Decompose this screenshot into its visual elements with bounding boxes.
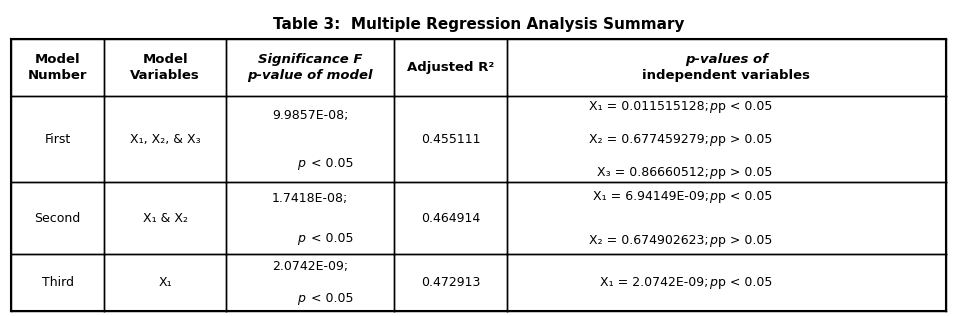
Text: p < 0.05: p < 0.05	[718, 276, 772, 289]
Text: < 0.05: < 0.05	[307, 157, 354, 170]
Text: p < 0.05: p < 0.05	[718, 100, 772, 113]
Text: Model: Model	[143, 53, 188, 66]
Text: p > 0.05: p > 0.05	[718, 234, 772, 246]
Text: 0.464914: 0.464914	[421, 212, 480, 225]
Text: p: p	[709, 190, 717, 203]
Text: X₃ = 0.86660512;: X₃ = 0.86660512;	[597, 166, 717, 179]
Text: p: p	[709, 133, 717, 146]
Text: X₂ = 0.677459279;: X₂ = 0.677459279;	[589, 133, 717, 146]
Text: p: p	[298, 292, 305, 305]
Text: X₂ = 0.674902623;: X₂ = 0.674902623;	[590, 234, 717, 246]
Text: p < 0.05: p < 0.05	[718, 190, 772, 203]
Text: X₁ = 6.94149E-09;: X₁ = 6.94149E-09;	[592, 190, 717, 203]
Text: Variables: Variables	[130, 69, 200, 82]
Text: Table 3:  Multiple Regression Analysis Summary: Table 3: Multiple Regression Analysis Su…	[273, 17, 684, 32]
Text: 0.455111: 0.455111	[421, 133, 480, 146]
Text: Third: Third	[42, 276, 74, 289]
Text: p-value of model: p-value of model	[248, 69, 373, 82]
Text: First: First	[45, 133, 71, 146]
Text: p > 0.05: p > 0.05	[718, 166, 772, 179]
Text: < 0.05: < 0.05	[307, 232, 354, 245]
Text: p: p	[298, 232, 305, 245]
Text: independent variables: independent variables	[642, 69, 811, 82]
Text: X₁ & X₂: X₁ & X₂	[143, 212, 188, 225]
Text: < 0.05: < 0.05	[307, 292, 354, 305]
Text: X₁ = 0.011515128;: X₁ = 0.011515128;	[589, 100, 717, 113]
Text: Significance F: Significance F	[258, 53, 363, 66]
Text: p: p	[709, 100, 717, 113]
Text: 9.9857E-08;: 9.9857E-08;	[272, 109, 348, 122]
Text: Second: Second	[34, 212, 80, 225]
Text: Model: Model	[34, 53, 80, 66]
Text: p: p	[709, 166, 717, 179]
Text: p: p	[298, 157, 305, 170]
Text: X₁: X₁	[159, 276, 172, 289]
Text: Adjusted R²: Adjusted R²	[407, 61, 494, 74]
Text: p > 0.05: p > 0.05	[718, 133, 772, 146]
Text: Number: Number	[28, 69, 87, 82]
Text: p: p	[709, 276, 717, 289]
Text: 0.472913: 0.472913	[421, 276, 480, 289]
Text: p-values of: p-values of	[685, 53, 768, 66]
Text: p: p	[709, 234, 717, 246]
Text: X₁, X₂, & X₃: X₁, X₂, & X₃	[130, 133, 201, 146]
Text: X₁ = 2.0742E-09;: X₁ = 2.0742E-09;	[600, 276, 717, 289]
Text: 1.7418E-08;: 1.7418E-08;	[272, 192, 348, 205]
Text: 2.0742E-09;: 2.0742E-09;	[272, 260, 348, 273]
